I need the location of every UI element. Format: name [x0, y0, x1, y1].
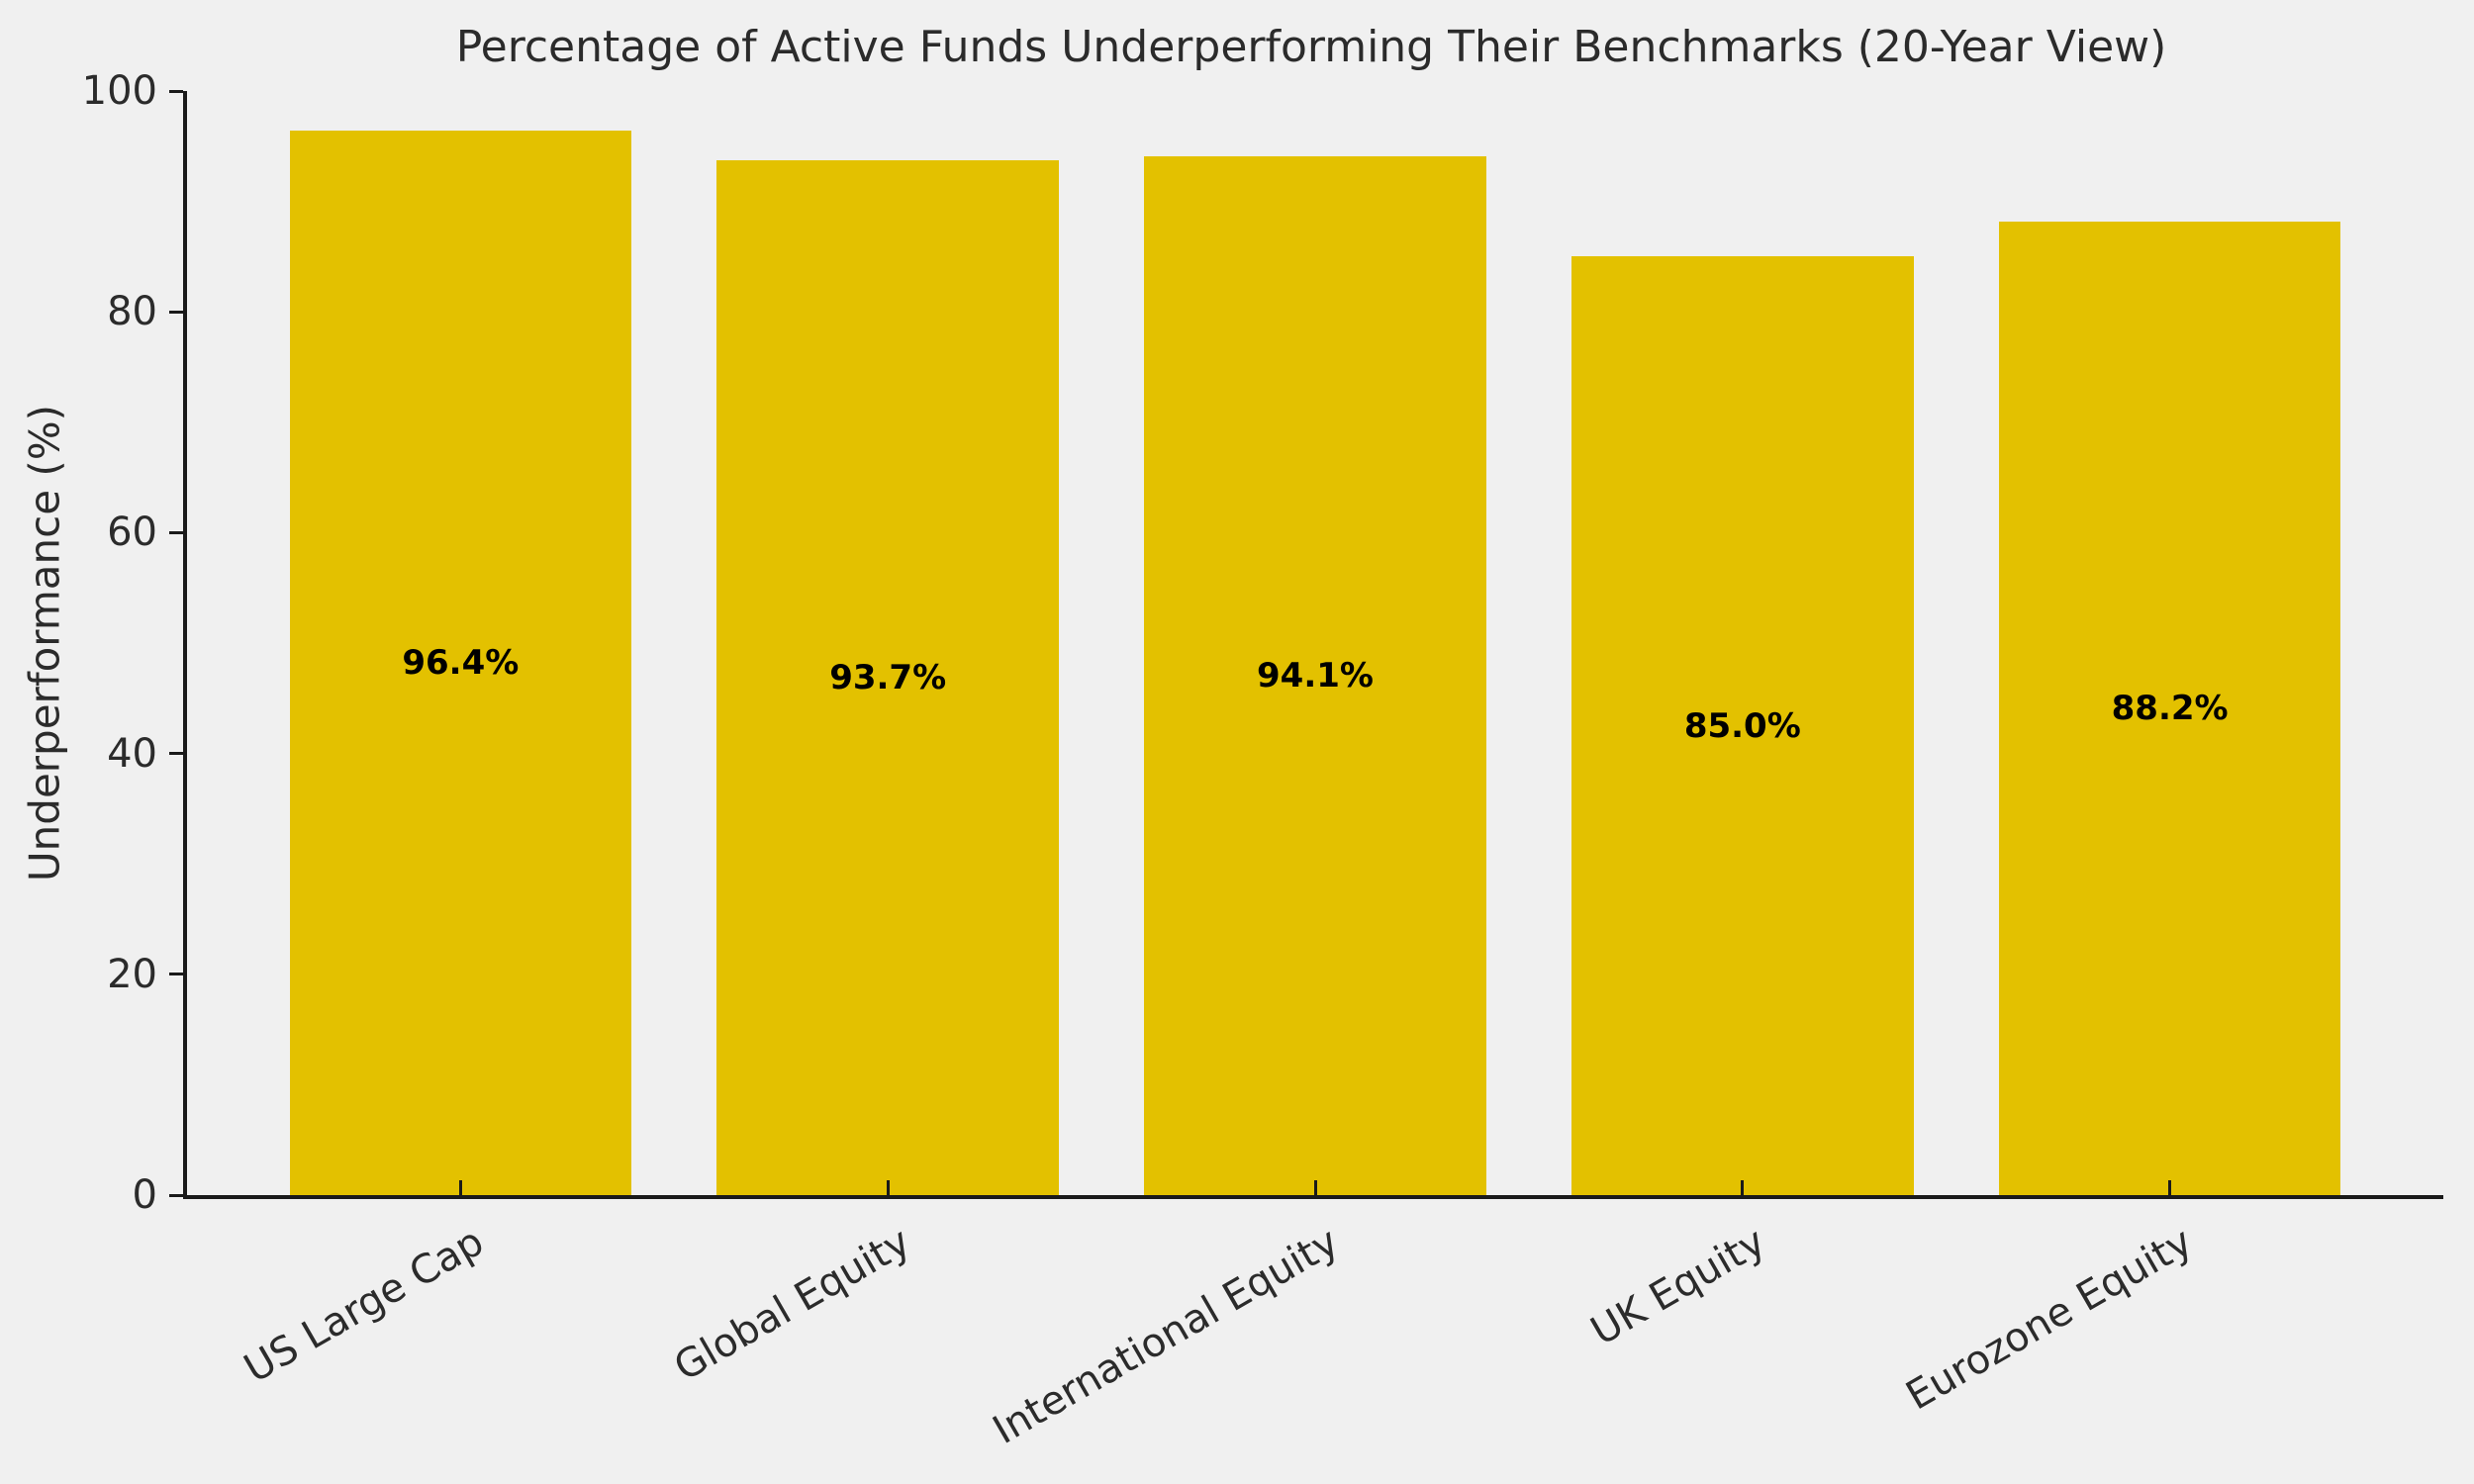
y-tick-label: 100 — [81, 68, 157, 114]
x-tick-label-global-equity: Global Equity — [667, 1219, 919, 1391]
bar-value-label: 96.4% — [402, 643, 520, 684]
y-tick-mark — [169, 973, 183, 976]
bar-uk-equity — [1571, 256, 1914, 1195]
plot-area: 0 20 40 60 80 100 96.4% 93.7% 94.1% 85.0% 88.2% — [82, 68, 2443, 1218]
x-tick-mark — [1741, 1180, 1745, 1195]
y-tick-mark — [169, 1193, 183, 1197]
bar-value-label: 93.7% — [829, 658, 947, 698]
bar-value-label: 94.1% — [1257, 655, 1374, 696]
x-tick-label-eurozone-equity: Eurozone Equity — [1898, 1219, 2201, 1420]
bar-eurozone-equity — [1998, 221, 2341, 1195]
bar-global-equity — [716, 160, 1059, 1195]
y-tick-label: 60 — [107, 510, 157, 556]
y-tick-mark — [169, 310, 183, 314]
x-tick-mark — [886, 1180, 890, 1195]
x-tick-mark — [2168, 1180, 2172, 1195]
x-tick-label-uk-equity: UK Equity — [1583, 1219, 1773, 1355]
x-tick-mark — [458, 1180, 462, 1195]
y-tick-label: 20 — [107, 951, 157, 997]
x-tick-label-us-large-cap: US Large Cap — [237, 1219, 492, 1393]
bar-value-label: 85.0% — [1683, 705, 1801, 746]
x-tick-mark — [1313, 1180, 1317, 1195]
y-tick-mark — [169, 752, 183, 756]
y-tick-label: 80 — [107, 289, 157, 335]
chart-title: Percentage of Active Funds Underperformi… — [455, 22, 2167, 72]
y-axis-label: Underperformance (%) — [20, 404, 69, 882]
bar-international-equity — [1144, 155, 1486, 1195]
x-tick-label-international-equity: International Equity — [985, 1219, 1346, 1454]
bar-us-large-cap — [289, 131, 632, 1195]
y-tick-label: 0 — [132, 1172, 157, 1218]
y-tick-mark — [169, 530, 183, 534]
y-tick-label: 40 — [107, 730, 157, 777]
bar-value-label: 88.2% — [2111, 688, 2229, 728]
y-tick-mark — [169, 89, 183, 93]
